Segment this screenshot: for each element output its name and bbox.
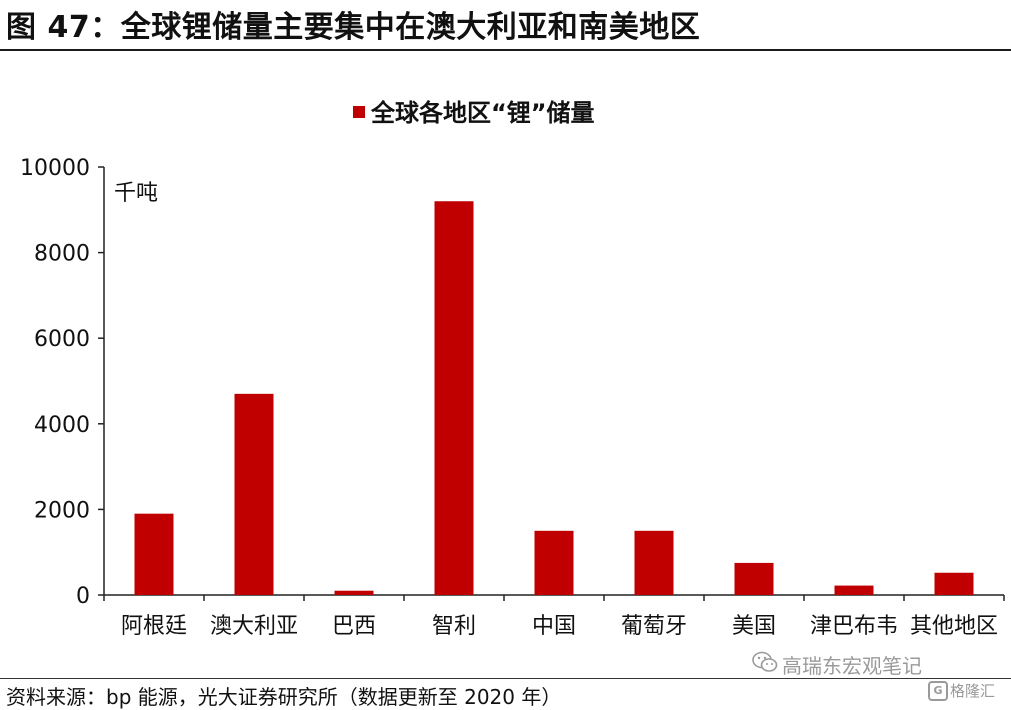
wechat-icon xyxy=(752,651,778,672)
y-tick-label: 2000 xyxy=(34,498,90,523)
y-tick-label: 8000 xyxy=(34,242,90,267)
bar xyxy=(834,585,874,595)
gelonghui-logo-icon: G xyxy=(928,680,948,701)
bar xyxy=(334,590,374,595)
legend-label: 全球各地区“锂”储量 xyxy=(370,99,595,127)
watermark-gelonghui-label: 格隆汇 xyxy=(950,682,996,700)
x-tick-label: 津巴布韦 xyxy=(810,614,898,639)
watermark-gelonghui: G 格隆汇 xyxy=(928,680,995,701)
x-tick-label: 其他地区 xyxy=(910,614,998,639)
y-tick-label: 4000 xyxy=(34,413,90,438)
bar xyxy=(934,572,974,595)
x-tick-label: 中国 xyxy=(532,614,576,639)
title-divider xyxy=(0,49,1011,51)
source-divider xyxy=(0,678,1011,679)
y-tick-label: 6000 xyxy=(34,327,90,352)
y-tick-label: 10000 xyxy=(20,156,90,181)
source-note: 资料来源：bp 能源，光大证券研究所（数据更新至 2020 年） xyxy=(6,685,562,709)
bar xyxy=(234,393,274,595)
figure-title: 图 47：全球锂储量主要集中在澳大利亚和南美地区 xyxy=(6,10,701,45)
x-tick-label: 澳大利亚 xyxy=(210,614,298,639)
y-tick-label: 0 xyxy=(76,584,90,609)
x-tick-label: 美国 xyxy=(732,614,776,639)
bar xyxy=(134,513,174,595)
bar xyxy=(534,530,574,595)
y-unit-label: 千吨 xyxy=(114,181,158,206)
bar xyxy=(434,201,474,596)
legend-swatch xyxy=(353,106,365,118)
x-tick-label: 阿根廷 xyxy=(121,614,187,639)
x-tick-label: 葡萄牙 xyxy=(621,614,687,639)
bar xyxy=(734,562,774,595)
bar xyxy=(634,530,674,595)
x-tick-label: 巴西 xyxy=(332,614,376,639)
watermark-account: 高瑞东宏观笔记 xyxy=(782,654,922,678)
x-tick-label: 智利 xyxy=(432,614,476,639)
